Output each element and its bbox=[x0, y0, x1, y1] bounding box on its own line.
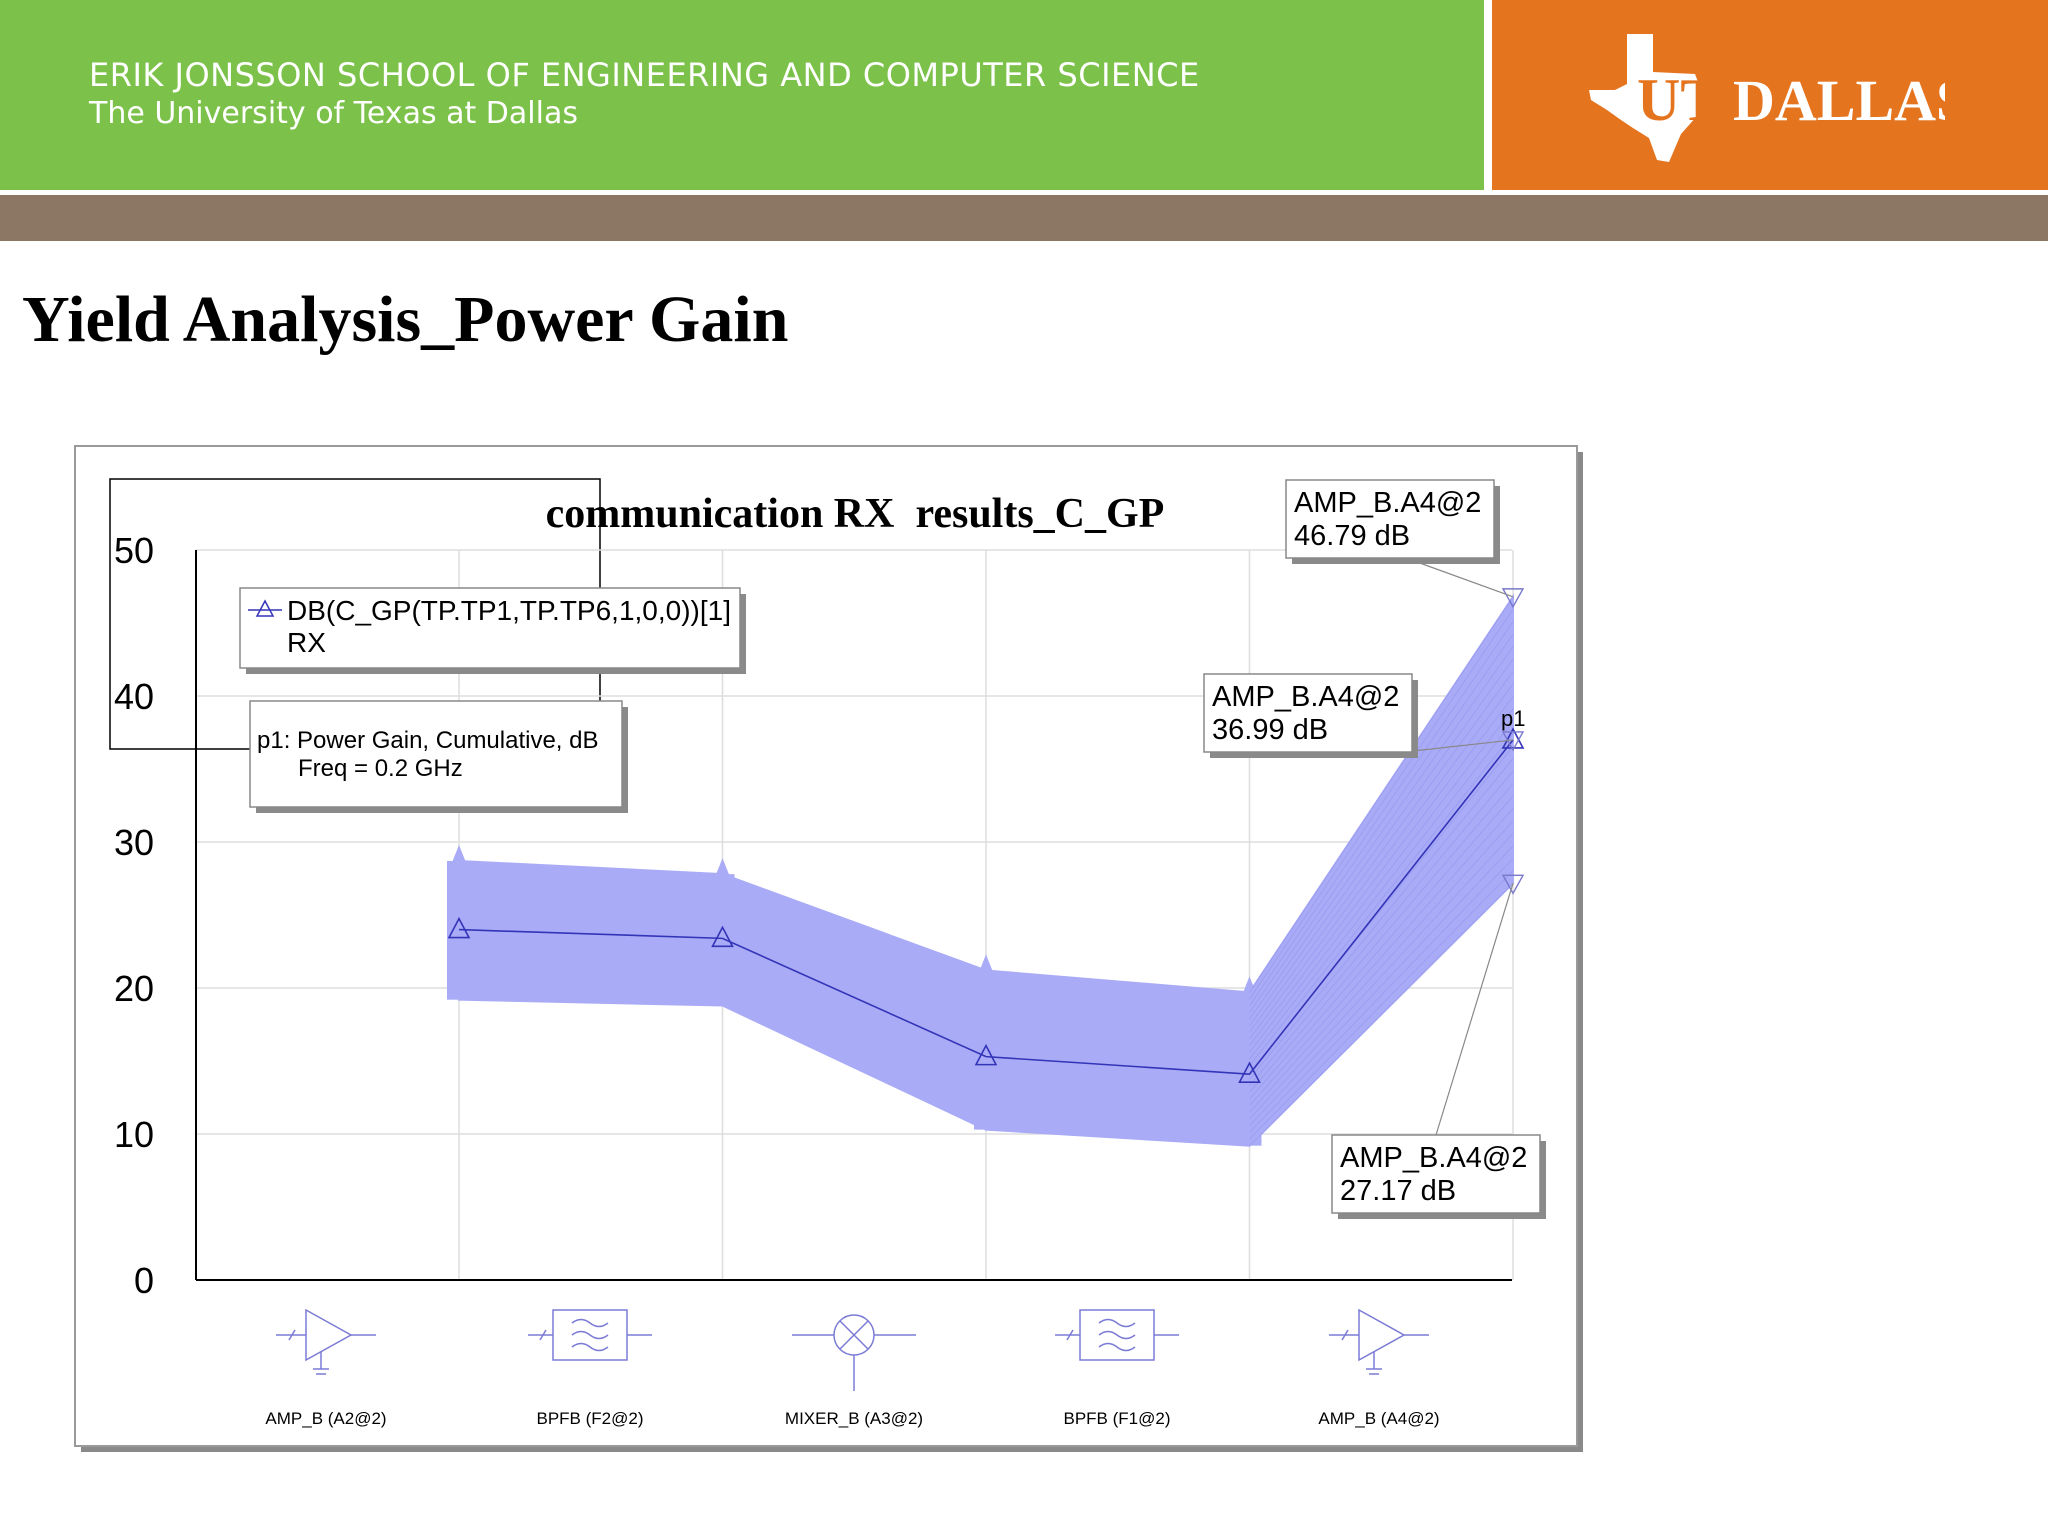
yield-trace bbox=[1249, 833, 1514, 1120]
yield-trace bbox=[1249, 770, 1514, 1087]
yield-trace bbox=[1249, 758, 1514, 1080]
yield-band-stub bbox=[974, 970, 998, 1130]
annotation-marker bbox=[1501, 588, 1525, 609]
series-point bbox=[974, 1043, 998, 1066]
yield-band-stub bbox=[710, 874, 735, 1006]
legend-triangle-marker bbox=[255, 599, 275, 617]
marker-note-box bbox=[249, 700, 623, 808]
category-label: BPFB (F1@2) bbox=[1064, 1409, 1171, 1428]
yield-trace bbox=[1249, 658, 1514, 1026]
series-point bbox=[1238, 1061, 1261, 1083]
logo-ut-text: UT bbox=[1637, 67, 1720, 133]
slide-title: Yield Analysis_Power Gain bbox=[22, 283, 789, 356]
y-tick-label: 30 bbox=[114, 822, 154, 863]
yield-trace bbox=[1249, 808, 1514, 1107]
component-icons bbox=[276, 1308, 1429, 1391]
annotation-value: 27.17 dB bbox=[1340, 1175, 1456, 1207]
university-name: The University of Texas at Dallas bbox=[89, 96, 578, 131]
y-tick-labels: 0 10 20 30 40 50 bbox=[114, 530, 154, 1301]
category-label: MIXER_B (A3@2) bbox=[785, 1409, 923, 1428]
series-point bbox=[711, 925, 734, 948]
yield-band bbox=[447, 593, 1514, 1147]
category-label: BPFB (F2@2) bbox=[537, 1409, 644, 1428]
school-name: ERIK JONSSON SCHOOL OF ENGINEERING AND C… bbox=[89, 56, 1200, 94]
chart-title: communication RX results_C_GP bbox=[546, 491, 1165, 537]
yield-band-peak bbox=[978, 954, 994, 975]
axes bbox=[195, 550, 1512, 1281]
yield-trace bbox=[1249, 696, 1514, 1047]
annotation-marker bbox=[1501, 874, 1525, 895]
yield-band-peak bbox=[714, 858, 731, 879]
bandpass-filter-icon bbox=[1055, 1309, 1179, 1361]
yield-trace bbox=[1249, 633, 1514, 1013]
yield-trace bbox=[1249, 795, 1514, 1100]
yield-band-peak bbox=[451, 844, 467, 865]
ut-dallas-logo: UT DALLAS bbox=[1589, 34, 1945, 162]
yield-trace bbox=[1249, 733, 1514, 1067]
annotation-box bbox=[1203, 673, 1413, 753]
marker-note-line1: p1: Power Gain, Cumulative, dB bbox=[257, 727, 599, 754]
header-banner bbox=[0, 0, 1484, 190]
category-label: AMP_B (A4@2) bbox=[1318, 1409, 1439, 1428]
legend-box bbox=[239, 587, 741, 669]
yield-trace bbox=[1249, 609, 1514, 1000]
y-tick-label: 0 bbox=[134, 1260, 154, 1301]
annotation-box bbox=[1285, 479, 1495, 559]
logo-panel bbox=[1492, 0, 2048, 190]
annotation-leader bbox=[1405, 557, 1514, 598]
annotation-leader bbox=[1403, 739, 1514, 753]
mixer-icon bbox=[792, 1314, 916, 1391]
annotation-name: AMP_B.A4@2 bbox=[1212, 681, 1399, 713]
yield-trace bbox=[1249, 671, 1514, 1033]
annotation-name: AMP_B.A4@2 bbox=[1294, 487, 1481, 519]
amplifier-icon bbox=[1329, 1308, 1429, 1375]
annotation-value: 36.99 dB bbox=[1212, 714, 1328, 746]
category-label: AMP_B (A2@2) bbox=[265, 1409, 386, 1428]
annotation-value: 46.79 dB bbox=[1294, 520, 1410, 552]
nominal-series: p1 bbox=[447, 706, 1525, 1083]
y-tick-label: 40 bbox=[114, 676, 154, 717]
annotation-box bbox=[1331, 1134, 1541, 1214]
series-point bbox=[1501, 727, 1525, 749]
yield-trace bbox=[1249, 646, 1514, 1020]
category-labels: AMP_B (A2@2) BPFB (F2@2) MIXER_B (A3@2) BPF… bbox=[265, 1409, 1439, 1428]
bandpass-filter-icon bbox=[528, 1309, 652, 1361]
yield-trace bbox=[1249, 870, 1514, 1140]
annotation-leader bbox=[1435, 883, 1514, 1136]
annotation-name: AMP_B.A4@2 bbox=[1340, 1142, 1527, 1174]
legend-series-label: DB(C_GP(TP.TP1,TP.TP6,1,0,0))[1] bbox=[287, 595, 731, 626]
texas-shape-icon bbox=[1589, 34, 1701, 162]
y-tick-label: 10 bbox=[114, 1114, 154, 1155]
yield-trace bbox=[1249, 708, 1514, 1053]
yield-band-peak bbox=[1241, 976, 1258, 997]
marker-p1-label: p1 bbox=[1501, 706, 1525, 731]
amplifier-icon bbox=[276, 1308, 376, 1375]
y-tick-label: 50 bbox=[114, 530, 154, 571]
marker-note-line2: Freq = 0.2 GHz bbox=[298, 755, 463, 782]
yield-trace bbox=[1249, 783, 1514, 1093]
yield-trace bbox=[1249, 621, 1514, 1006]
yield-trace bbox=[1249, 683, 1514, 1040]
divider-bar bbox=[0, 195, 2048, 241]
series-line bbox=[458, 739, 1514, 1075]
y-tick-label: 20 bbox=[114, 968, 154, 1009]
legend-series-sublabel: RX bbox=[287, 627, 326, 658]
yield-trace bbox=[1249, 882, 1514, 1147]
yield-trace bbox=[1249, 721, 1514, 1060]
yield-trace bbox=[1249, 820, 1514, 1113]
yield-trace bbox=[1249, 596, 1514, 993]
yield-trace bbox=[1249, 845, 1514, 1127]
series-point bbox=[447, 916, 471, 939]
logo-dallas-text: DALLAS bbox=[1733, 68, 1945, 133]
yield-trace bbox=[1249, 858, 1514, 1133]
